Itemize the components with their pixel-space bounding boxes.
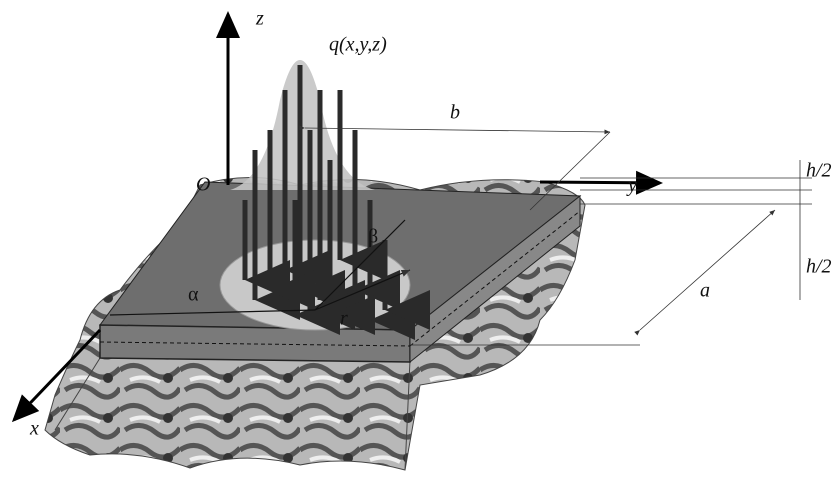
r-label: r: [340, 308, 348, 330]
h-bottom-label: h/2: [806, 256, 832, 278]
load-label: q(x,y,z): [329, 34, 387, 56]
origin-label: O: [196, 174, 210, 196]
x-label: x: [29, 418, 39, 440]
b-label: b: [450, 102, 460, 124]
alpha-label: α: [188, 284, 199, 306]
load-area: [219, 239, 411, 331]
dimension-lines: [299, 125, 812, 346]
h-top-label: h/2: [806, 160, 832, 182]
load-arrows: [242, 65, 430, 340]
axes: [11, 11, 663, 423]
construction: [109, 219, 411, 316]
z-label: z: [255, 8, 264, 30]
a-label: a: [700, 280, 710, 302]
beta-label: β: [368, 226, 378, 248]
y-label: y: [626, 175, 637, 197]
